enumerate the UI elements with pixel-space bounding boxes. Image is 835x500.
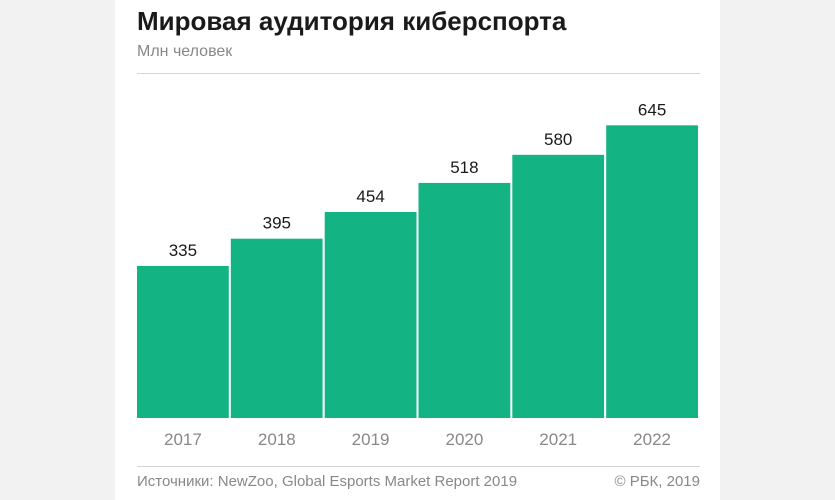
bar-2019	[324, 212, 417, 418]
data-label-2022: 645	[638, 100, 666, 119]
bar-2022	[606, 125, 698, 419]
right-margin	[720, 0, 835, 500]
chart-title: Мировая аудитория киберспорта	[137, 6, 567, 36]
x-tick-label-2018: 2018	[258, 430, 296, 449]
x-tick-label-2020: 2020	[445, 430, 483, 449]
bar-2018	[230, 238, 323, 418]
data-label-2018: 395	[263, 214, 291, 233]
x-tick-label-2022: 2022	[633, 430, 671, 449]
bar-2017	[137, 266, 229, 418]
data-label-2019: 454	[356, 187, 384, 206]
bar-2021	[512, 154, 605, 419]
bottom-divider	[137, 466, 700, 467]
top-divider	[137, 73, 700, 74]
data-label-2021: 580	[544, 130, 572, 149]
source-note: Источники: NewZoo, Global Esports Market…	[137, 473, 518, 490]
data-label-2020: 518	[450, 158, 478, 177]
x-tick-label-2017: 2017	[164, 430, 202, 449]
chart-subtitle: Млн человек	[137, 43, 233, 60]
left-margin	[0, 0, 115, 500]
data-label-2017: 335	[169, 241, 197, 260]
bar-2020	[418, 182, 511, 418]
copyright-note: © РБК, 2019	[614, 473, 700, 490]
x-tick-label-2021: 2021	[539, 430, 577, 449]
x-tick-label-2019: 2019	[352, 430, 390, 449]
